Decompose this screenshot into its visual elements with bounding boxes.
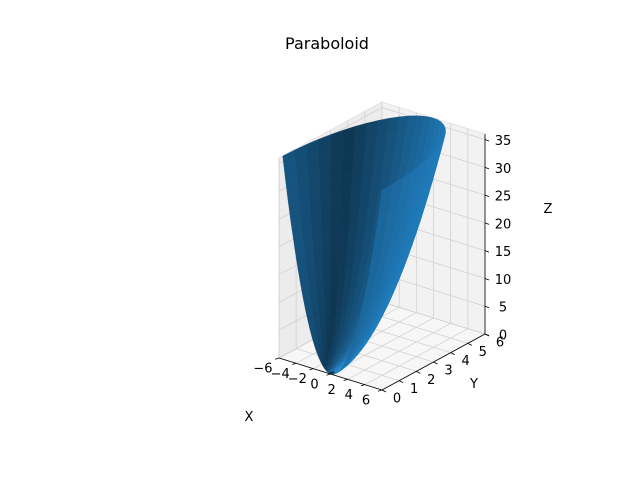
y-tick-label: 3 (444, 364, 452, 379)
surface-patch (362, 151, 376, 170)
x-tick-label: −2 (288, 372, 307, 387)
x-tick-mark (360, 384, 365, 387)
surface-patch (374, 134, 388, 152)
x-tick-mark (326, 373, 331, 376)
z-tick-label: 20 (495, 217, 512, 232)
z-tick-mark (484, 333, 490, 336)
y-tick-mark (433, 361, 438, 365)
y-tick-label: 1 (410, 382, 418, 397)
z-tick-mark (484, 250, 490, 253)
x-tick-label: −6 (253, 362, 272, 377)
x-tick-label: 2 (328, 383, 336, 398)
surface-patch (358, 194, 371, 211)
surface-patch (357, 208, 369, 224)
z-tick-label: 15 (495, 245, 512, 260)
y-axis-label: Y (469, 377, 478, 392)
x-tick-label: −4 (271, 367, 290, 382)
surface-patch (361, 166, 374, 184)
x-axis-label: X (245, 410, 254, 425)
z-tick-label: 30 (495, 162, 512, 177)
x-tick-label: 0 (310, 378, 318, 393)
x-tick-mark (292, 362, 297, 365)
z-tick-label: 35 (495, 134, 512, 149)
z-tick-mark (484, 222, 490, 225)
x-tick-label: 4 (345, 388, 353, 403)
z-tick-label: 10 (495, 273, 512, 288)
chart-title: Paraboloid (285, 34, 369, 53)
z-axis-label: Z (544, 202, 553, 217)
paraboloid-surface (282, 115, 446, 375)
surface-patch (360, 180, 372, 198)
y-tick-mark (381, 389, 387, 393)
y-tick-label: 5 (479, 345, 487, 360)
x-tick-mark (309, 368, 314, 371)
axis-lines (274, 134, 490, 393)
y-tick-label: 0 (393, 392, 401, 407)
surface-patch (376, 117, 390, 137)
x-tick-label: 6 (362, 394, 370, 409)
surface-patch (379, 183, 393, 204)
x-tick-mark (343, 378, 348, 381)
y-tick-mark (450, 352, 455, 356)
z-tick-mark (484, 194, 490, 197)
z-tick-label: 5 (499, 301, 507, 316)
x-tick-mark (274, 357, 280, 360)
y-tick-mark (416, 370, 421, 374)
x-tick-mark (377, 389, 383, 392)
z-tick-label: 25 (495, 190, 512, 205)
surface-patch (365, 120, 379, 140)
y-tick-label: 6 (496, 336, 504, 351)
z-gridline-back (381, 301, 486, 335)
y-tick-label: 4 (462, 354, 470, 369)
z-tick-label: 0 (499, 329, 507, 344)
z-tick-mark (484, 166, 490, 170)
z-tick-mark (484, 278, 490, 281)
y-tick-mark (398, 380, 404, 384)
z-tick-mark (484, 139, 490, 142)
y-tick-mark (467, 342, 473, 346)
y-tick-label: 2 (427, 373, 435, 388)
z-tick-mark (484, 305, 490, 309)
